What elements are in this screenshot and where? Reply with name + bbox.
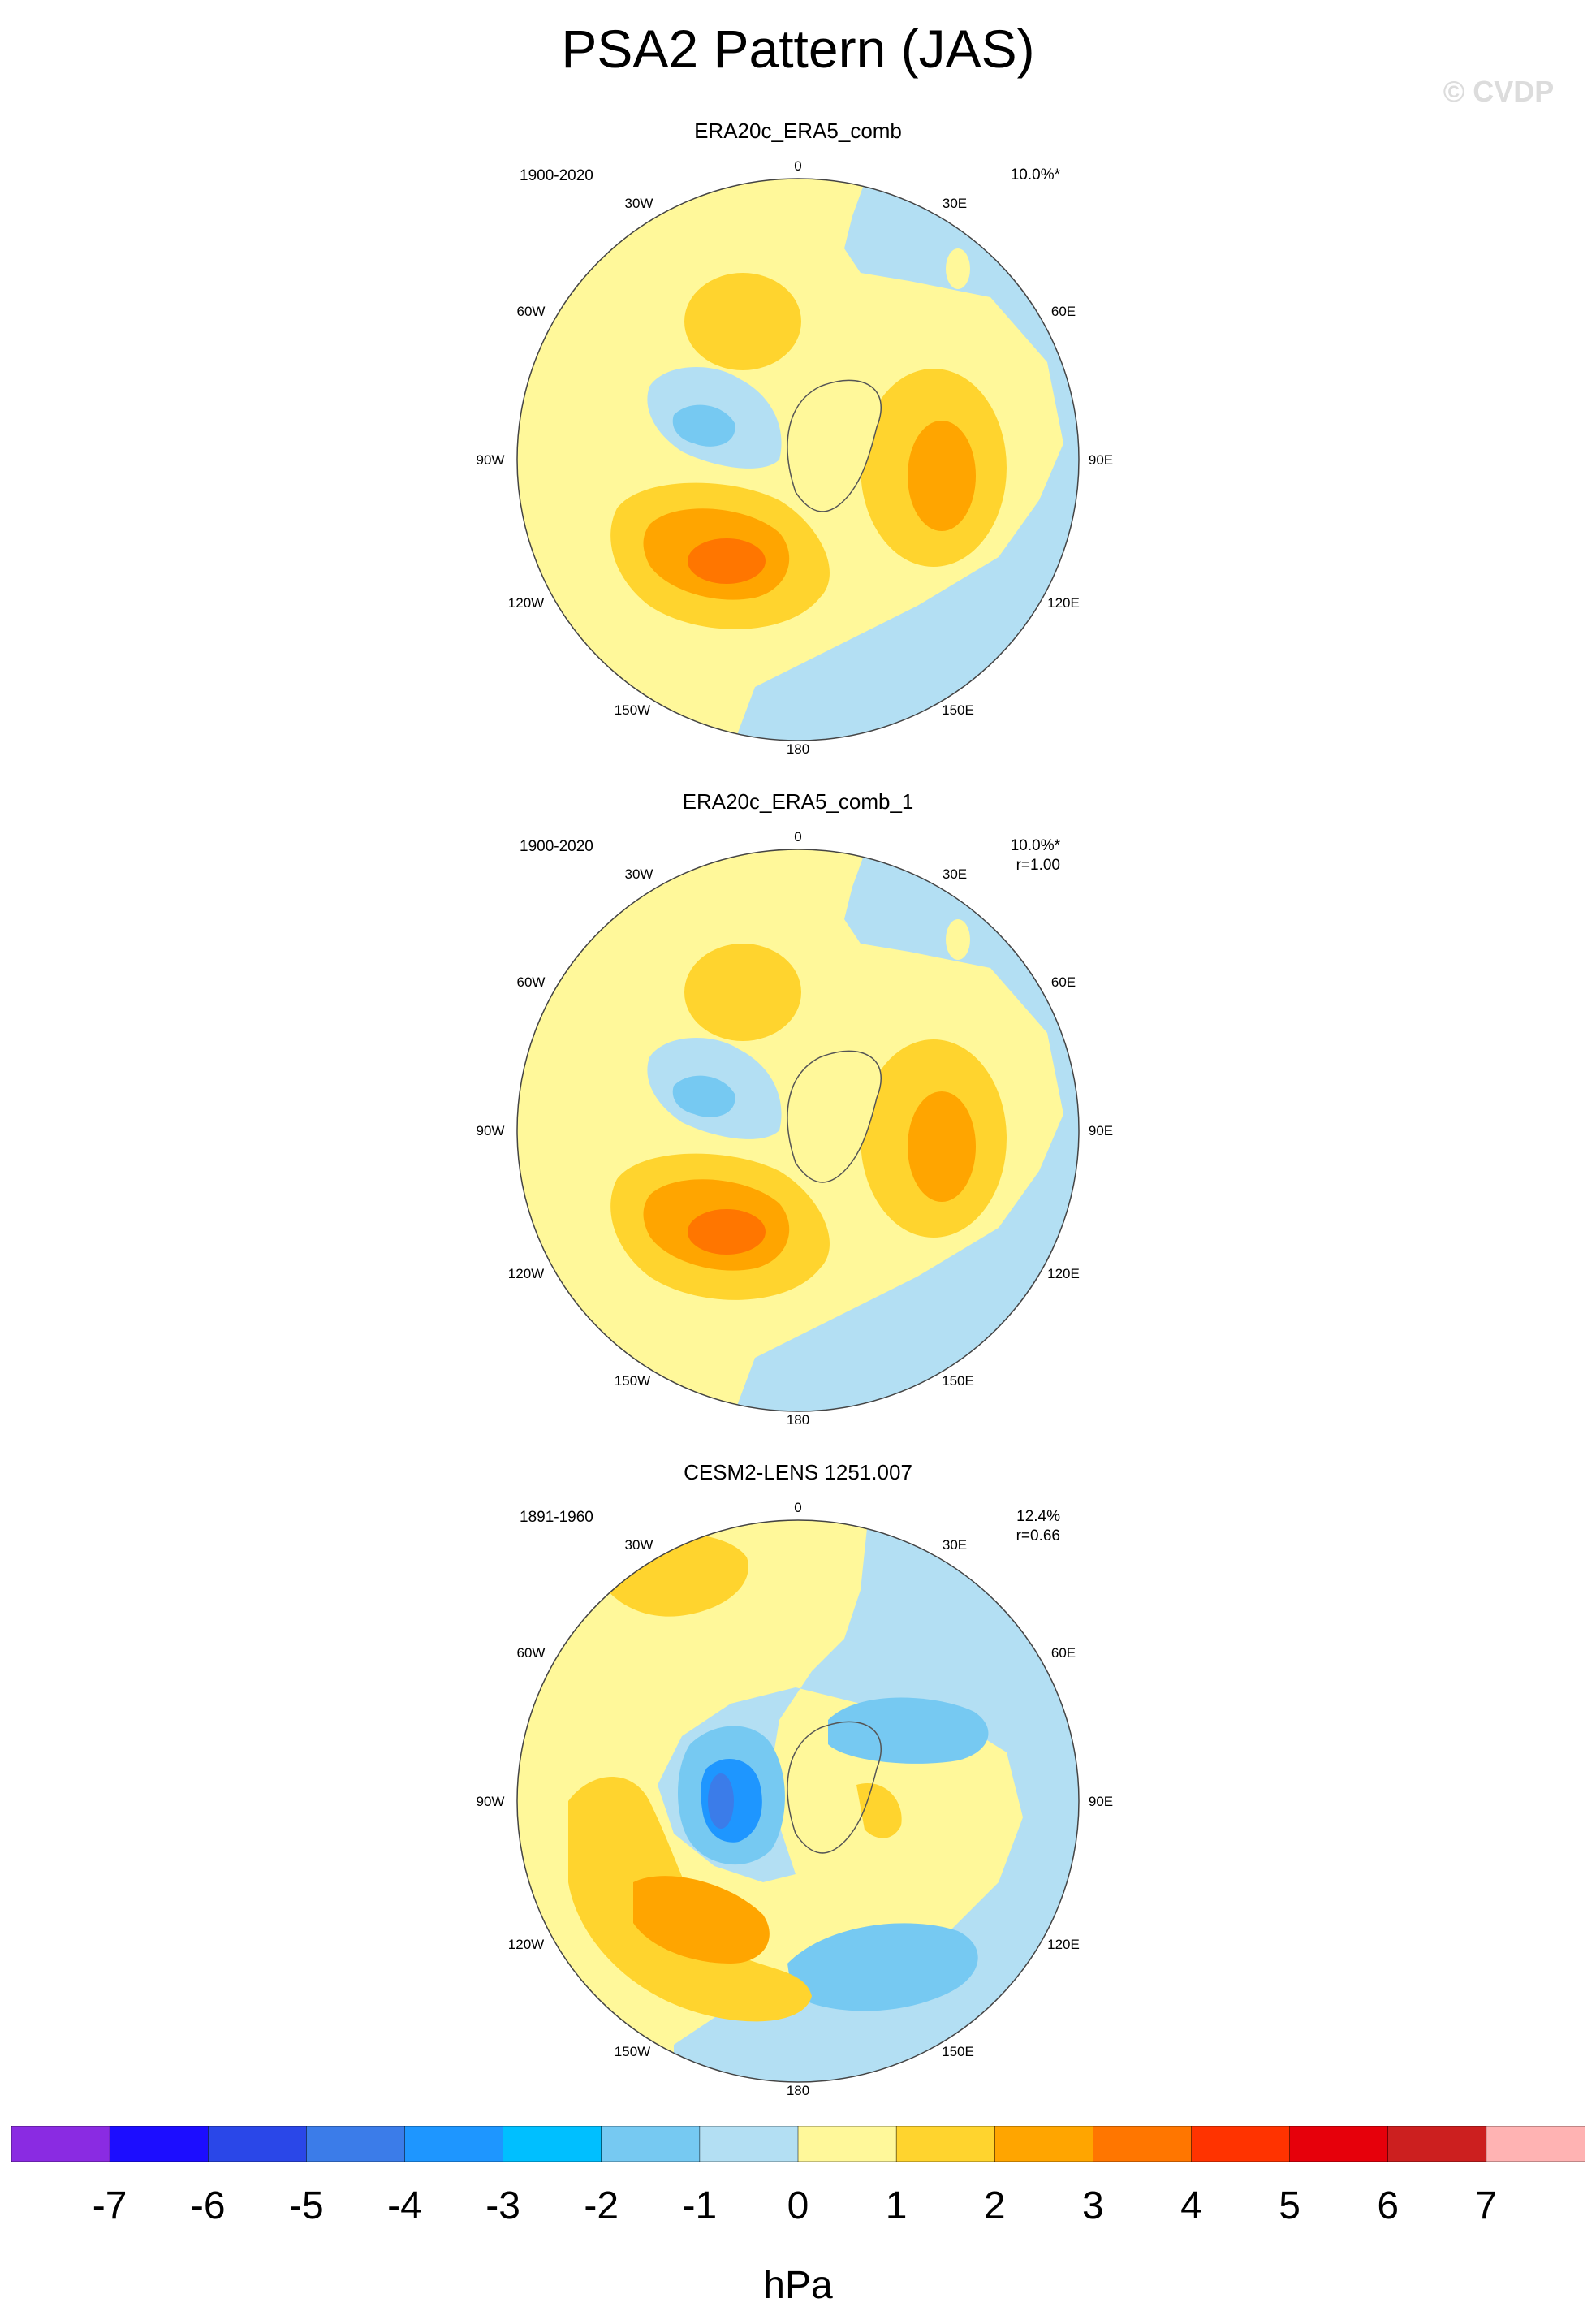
lon-label-150e: 150E xyxy=(942,702,974,718)
colorbar-box-13 xyxy=(1289,2126,1389,2162)
lon-label-90e: 90E xyxy=(1089,1794,1113,1809)
colorbar-tick-label: -4 xyxy=(387,2184,422,2227)
colorbar-tick-label: 5 xyxy=(1279,2184,1301,2227)
colorbar-box-8 xyxy=(797,2126,897,2162)
colorbar-tick-label: 2 xyxy=(984,2184,1006,2227)
colorbar-box-14 xyxy=(1387,2126,1487,2162)
figure-title: PSA2 Pattern (JAS) xyxy=(561,19,1035,79)
panel-1: ERA20c_ERA5_comb 1900-2020 10.0%* 0 30E … xyxy=(0,119,1596,768)
lon-label-30e: 30E xyxy=(943,196,967,211)
lon-label-0: 0 xyxy=(794,829,801,845)
panel-1-stats: 10.0%* xyxy=(1011,166,1060,185)
cvdp-watermark: © CVDP xyxy=(1443,75,1555,108)
lon-label-60w: 60W xyxy=(517,304,546,319)
panel-1-map: 0 30E 60E 90E 120E 150E 180 150W 120W 90… xyxy=(477,158,1114,757)
colorbar-box-15 xyxy=(1486,2126,1585,2162)
lon-label-120e: 120E xyxy=(1047,595,1080,611)
panel-2-title: ERA20c_ERA5_comb_1 xyxy=(682,789,914,814)
lon-label-30w: 30W xyxy=(625,196,653,211)
panel-2: ERA20c_ERA5_comb_1 1900-2020 10.0%* r=1.… xyxy=(0,789,1596,1439)
panel-1-title: ERA20c_ERA5_comb xyxy=(694,119,902,143)
panel-2-correlation: r=1.00 xyxy=(1016,857,1060,874)
colorbar-box-10 xyxy=(994,2126,1094,2162)
colorbar-box-1 xyxy=(109,2126,209,2162)
panel-3-correlation: r=0.66 xyxy=(1016,1527,1060,1544)
lon-label-30w: 30W xyxy=(625,1537,653,1553)
panel-3: CESM2-LENS 1251.007 1891-1960 12.4% r=0.… xyxy=(0,1460,1596,2110)
colorbar-tick-label: 6 xyxy=(1377,2184,1399,2227)
panel-2-period: 1900-2020 xyxy=(520,838,593,855)
lon-label-120e: 120E xyxy=(1047,1937,1080,1952)
colorbar-box-0 xyxy=(11,2126,110,2162)
lon-label-60e: 60E xyxy=(1051,304,1076,319)
colorbar-box-12 xyxy=(1191,2126,1291,2162)
colorbar-tick-label: -3 xyxy=(485,2184,520,2227)
lon-label-60w: 60W xyxy=(517,974,546,990)
colorbar-box-9 xyxy=(895,2126,996,2162)
colorbar-tick-label: -2 xyxy=(584,2184,619,2227)
lon-label-90w: 90W xyxy=(477,1794,505,1809)
lon-label-180: 180 xyxy=(787,741,809,757)
lon-label-0: 0 xyxy=(794,1500,801,1515)
colorbar-tick-label: 4 xyxy=(1180,2184,1202,2227)
colorbar-tick-label: 1 xyxy=(886,2184,908,2227)
panel-1-period: 1900-2020 xyxy=(520,167,593,184)
colorbar-box-7 xyxy=(699,2126,799,2162)
colorbar-box-3 xyxy=(306,2126,406,2162)
lon-label-30w: 30W xyxy=(625,866,653,882)
lon-label-90w: 90W xyxy=(477,1123,505,1138)
lon-label-90e: 90E xyxy=(1089,1123,1113,1138)
panel-3-variance: 12.4% xyxy=(1016,1508,1060,1525)
lon-label-120w: 120W xyxy=(508,595,544,611)
panel-2-variance: 10.0%* xyxy=(1010,837,1060,854)
colorbar-boxes xyxy=(11,2126,1585,2162)
colorbar-tick-label: -7 xyxy=(93,2184,127,2227)
panel-3-period: 1891-1960 xyxy=(520,1509,593,1526)
colorbar-tick-label: -1 xyxy=(683,2184,718,2227)
lon-label-180: 180 xyxy=(787,2083,809,2098)
lon-label-150e: 150E xyxy=(942,1373,974,1389)
colorbar-tick-label: 3 xyxy=(1082,2184,1104,2227)
lon-label-90e: 90E xyxy=(1089,452,1113,468)
lon-label-150w: 150W xyxy=(615,1373,650,1389)
colorbar-box-11 xyxy=(1093,2126,1193,2162)
lon-label-90w: 90W xyxy=(477,452,505,468)
colorbar-box-2 xyxy=(208,2126,308,2162)
panel-3-map: 0 30E 60E 90E 120E 150E 180 150W 120W 90… xyxy=(477,1500,1114,2098)
colorbar-units: hPa xyxy=(763,2264,833,2307)
lon-label-0: 0 xyxy=(794,158,801,174)
lon-label-120e: 120E xyxy=(1047,1266,1080,1281)
lon-label-150w: 150W xyxy=(615,702,650,718)
lon-label-180: 180 xyxy=(787,1412,809,1428)
lon-label-30e: 30E xyxy=(943,1537,967,1553)
lon-label-60e: 60E xyxy=(1051,1645,1076,1661)
colorbar-box-4 xyxy=(404,2126,504,2162)
colorbar-box-5 xyxy=(503,2126,602,2162)
colorbar-tick-label: -6 xyxy=(191,2184,226,2227)
colorbar-box-6 xyxy=(601,2126,701,2162)
lon-label-150w: 150W xyxy=(615,2044,650,2059)
lon-label-30e: 30E xyxy=(943,866,967,882)
panel-3-title: CESM2-LENS 1251.007 xyxy=(684,1460,912,1484)
colorbar-tick-label: 0 xyxy=(787,2184,809,2227)
lon-label-60e: 60E xyxy=(1051,974,1076,990)
colorbar: -7 -6 -5 -4 -3 -2 -1 0 1 2 3 4 5 6 7 xyxy=(11,2126,1585,2227)
panel-2-map: 0 30E 60E 90E 120E 150E 180 150W 120W 90… xyxy=(477,829,1114,1428)
panel-3-stats: 12.4% r=0.66 xyxy=(1016,1507,1060,1546)
lon-label-120w: 120W xyxy=(508,1937,544,1952)
lon-label-120w: 120W xyxy=(508,1266,544,1281)
lon-label-150e: 150E xyxy=(942,2044,974,2059)
lon-label-60w: 60W xyxy=(517,1645,546,1661)
panel-1-variance: 10.0%* xyxy=(1010,166,1060,184)
colorbar-ticks: -7 -6 -5 -4 -3 -2 -1 0 1 2 3 4 5 6 7 xyxy=(93,2184,1497,2227)
panel-2-stats: 10.0%* r=1.00 xyxy=(1011,836,1060,875)
colorbar-tick-label: 7 xyxy=(1476,2184,1498,2227)
colorbar-tick-label: -5 xyxy=(289,2184,324,2227)
